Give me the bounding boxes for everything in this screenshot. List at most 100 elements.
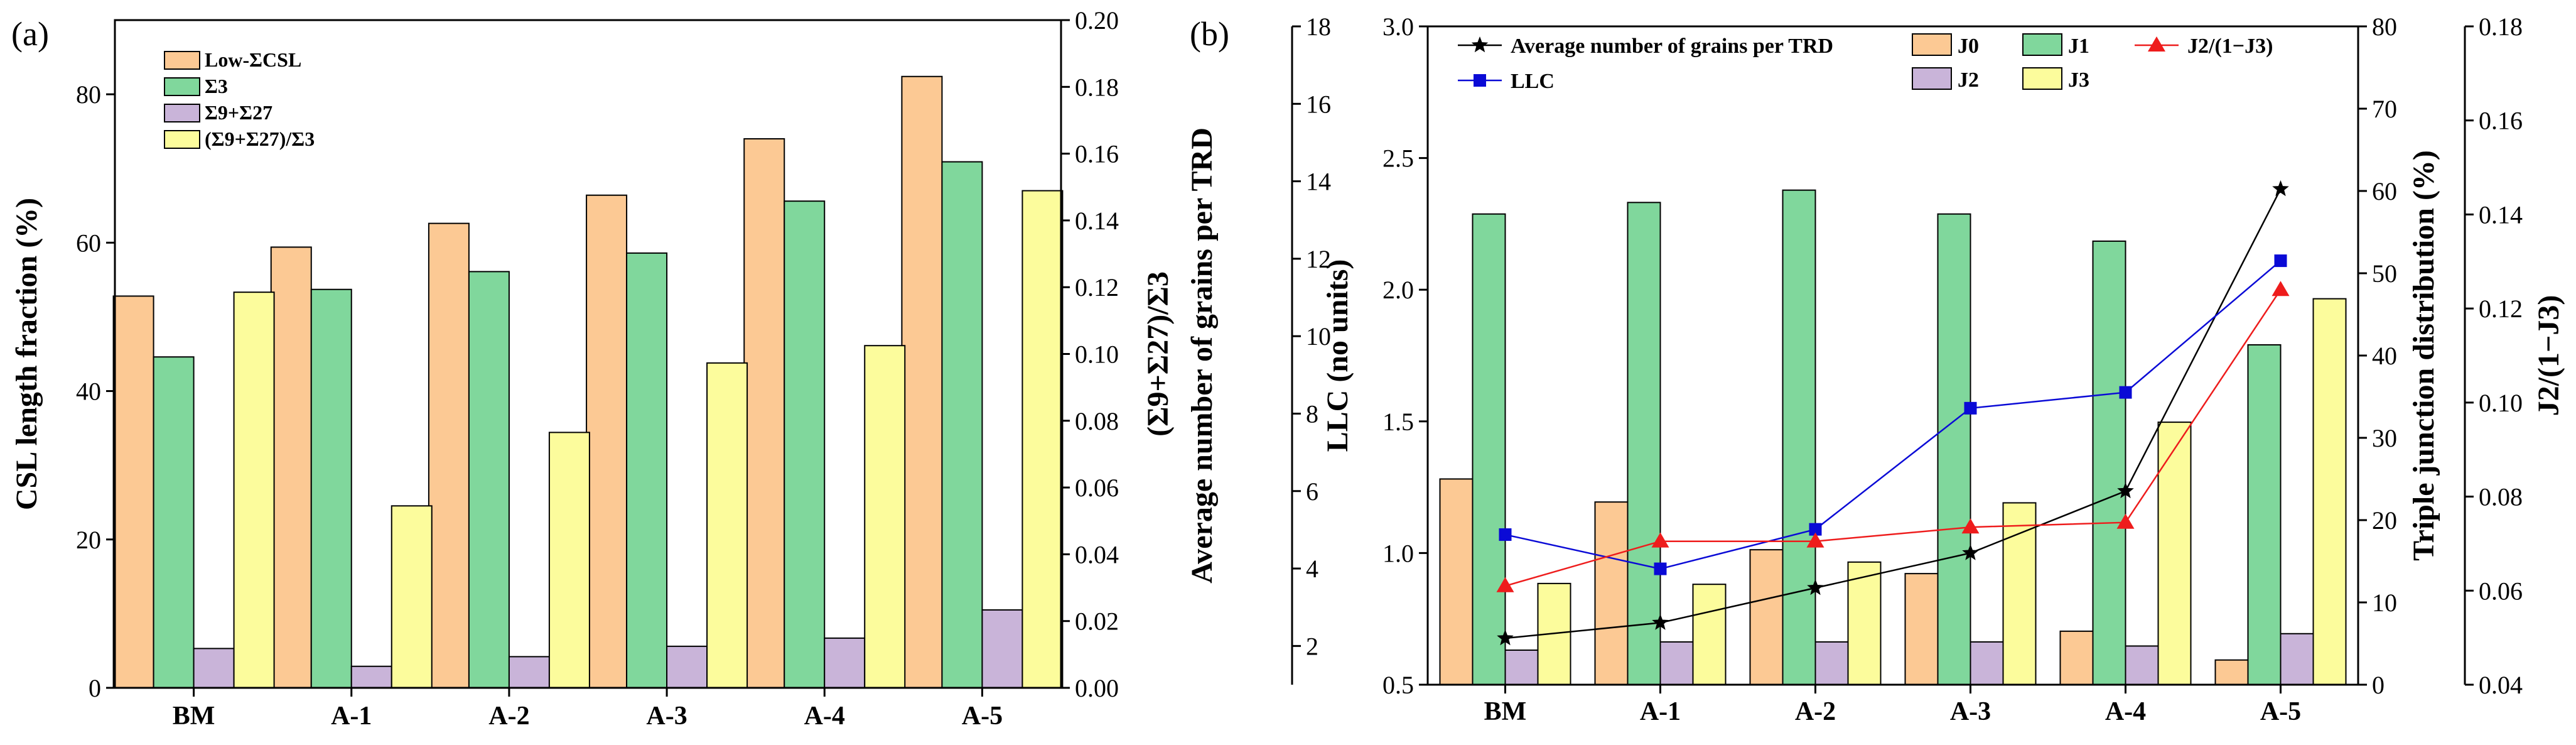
bar-j0-a-3 [1904, 573, 1939, 686]
ratio-tick-label-0-06: 0.06 [2479, 577, 2523, 605]
bar-j1-bm [1472, 213, 1506, 685]
ratio-tick-label-0-12: 0.12 [2479, 295, 2523, 323]
marker-llc-a-3 [1964, 401, 1977, 415]
bar-j1-a-3 [1937, 213, 1971, 685]
bar-j2-bm [1504, 649, 1539, 685]
ratio-axis-label: J2/(1−J3) [2532, 295, 2565, 416]
bar-j3-a-1 [1692, 584, 1727, 685]
marker-j2-1-j3-bm [1496, 577, 1514, 592]
legend-b-llc-label: LLC [1511, 70, 1555, 93]
bar-j0-a-5 [2214, 659, 2249, 685]
legend-b-j1-swatch [2022, 33, 2062, 56]
panel-a: (a) 0 20 40 60 80 0.00 0.02 0.04 0.06 0.08 0.10 0.12… [10, 6, 1175, 731]
legend-swatch-a-3 [164, 77, 200, 96]
marker-average-number-of-grains-per-trd-a-4 [2117, 482, 2134, 499]
ratio-tick-label-0-18: 0.18 [2479, 13, 2523, 41]
legend-b-j2-1-j3-marker [2148, 36, 2165, 52]
bar-3-a-3 [626, 252, 668, 688]
bar-3-a-4 [784, 200, 826, 688]
bar-j0-bm [1439, 478, 1474, 685]
grains-axis-label: Average number of grains per TRD [1185, 128, 1219, 584]
bar-j3-a-4 [2157, 421, 2192, 685]
bar-9-27-3-a-5 [1021, 190, 1064, 688]
legend-b-j2-1-j3-label: J2/(1−J3) [2187, 35, 2273, 58]
llc-tick-label-3-0: 3.0 [1382, 13, 1414, 41]
x-tick-label-a-a-4: A-4 [804, 702, 845, 731]
llc-tick-label-1-0: 1.0 [1382, 539, 1414, 567]
bar-9-27-3-bm [233, 291, 275, 688]
legend-b-j2-label: J2 [1958, 68, 1979, 92]
bar-low-csl-bm [112, 295, 154, 688]
marker-j2-1-j3-a-2 [1806, 532, 1824, 548]
bar-9-27-3-a-4 [864, 345, 906, 688]
bar-9-27-bm [193, 648, 235, 689]
legend-b-j2-swatch [1912, 67, 1952, 90]
bar-j3-a-5 [2312, 298, 2347, 685]
marker-average-number-of-grains-per-trd-a-1 [1652, 614, 1669, 630]
marker-llc-bm [1499, 528, 1512, 541]
x-tick-label-a-a-2: A-2 [488, 702, 529, 731]
tj-tick-label-70: 70 [2372, 95, 2397, 123]
x-tick-label-b-a-3: A-3 [1950, 697, 1991, 726]
legend-b-j3-swatch [2022, 67, 2062, 90]
tj-tick-label-40: 40 [2372, 342, 2397, 370]
legend-b-llc-marker [1474, 74, 1486, 87]
legend-swatch-a-9-27-3 [164, 130, 200, 149]
marker-average-number-of-grains-per-trd-a-2 [1807, 579, 1824, 595]
bar-j1-a-5 [2247, 344, 2282, 685]
bar-9-27-3-a-2 [548, 432, 590, 689]
bar-j2-a-3 [1970, 641, 2004, 686]
bar-low-csl-a-5 [901, 75, 943, 688]
marker-llc-a-2 [1809, 523, 1822, 536]
bar-j3-a-3 [2002, 502, 2037, 685]
marker-average-number-of-grains-per-trd-a-3 [1962, 544, 1979, 560]
legend-b-j0-label: J0 [1958, 35, 1979, 58]
x-tick-label-a-a-1: A-1 [331, 702, 372, 731]
bar-j2-a-4 [2125, 645, 2159, 686]
bar-3-a-5 [941, 161, 983, 688]
y-tick-label-a-40: 40 [76, 378, 101, 406]
llc-axis-label: LLC (no units) [1321, 259, 1354, 452]
bar-3-bm [153, 356, 195, 688]
grains-tick-label-18: 18 [1306, 13, 1331, 41]
legend-b-j0-swatch [1912, 33, 1952, 56]
ratio-tick-label-0-10: 0.10 [2479, 389, 2523, 417]
tj-tick-label-50: 50 [2372, 259, 2397, 288]
marker-j2-1-j3-a-4 [2116, 513, 2135, 529]
bar-low-csl-a-1 [270, 246, 312, 689]
bar-low-csl-a-4 [743, 138, 785, 688]
ratio-tick-label-0-14: 0.14 [2479, 200, 2523, 229]
legend-swatch-a-9-27 [164, 104, 200, 122]
y2-axis-label-a: (Σ9+Σ27)/Σ3 [1141, 271, 1175, 437]
tj-axis-label: Triple junction distribution (%) [2407, 150, 2440, 561]
bar-9-27-a-1 [350, 665, 392, 689]
y2-tick-label-a-0-02: 0.02 [1075, 607, 1119, 636]
llc-tick-label-0-5: 0.5 [1382, 671, 1414, 699]
y2-tick-label-a-0-18: 0.18 [1075, 73, 1119, 101]
marker-llc-a-5 [2274, 254, 2287, 268]
legend-label-a-9-27: Σ9+Σ27 [205, 101, 272, 124]
tj-tick-label-30: 30 [2372, 424, 2397, 452]
x-tick-label-b-a-5: A-5 [2260, 697, 2301, 726]
bar-j3-a-2 [1847, 561, 1882, 685]
x-tick-label-b-a-4: A-4 [2105, 697, 2146, 726]
grains-tick-label-16: 16 [1306, 90, 1331, 118]
marker-j2-1-j3-a-3 [1961, 518, 1980, 534]
legend-b-average-number-of-grains-per-trd-marker [1471, 36, 1489, 53]
grains-tick-label-2: 2 [1306, 632, 1318, 660]
tj-tick-label-0: 0 [2372, 671, 2385, 699]
x-tick-label-a-bm: BM [173, 702, 215, 731]
marker-j2-1-j3-a-1 [1651, 532, 1669, 548]
bar-j1-a-1 [1627, 202, 1661, 685]
tj-tick-label-20: 20 [2372, 506, 2397, 535]
marker-average-number-of-grains-per-trd-a-5 [2272, 180, 2289, 197]
legend-b-j3-label: J3 [2068, 68, 2089, 92]
tj-tick-label-10: 10 [2372, 589, 2397, 617]
ratio-tick-label-0-16: 0.16 [2479, 107, 2523, 135]
bar-9-27-3-a-1 [391, 505, 433, 689]
bar-9-27-a-4 [824, 637, 866, 688]
marker-llc-a-4 [2119, 386, 2132, 399]
grains-tick-label-8: 8 [1306, 400, 1318, 428]
tj-tick-label-60: 60 [2372, 177, 2397, 205]
legend-swatch-a-low-csl [164, 51, 200, 70]
